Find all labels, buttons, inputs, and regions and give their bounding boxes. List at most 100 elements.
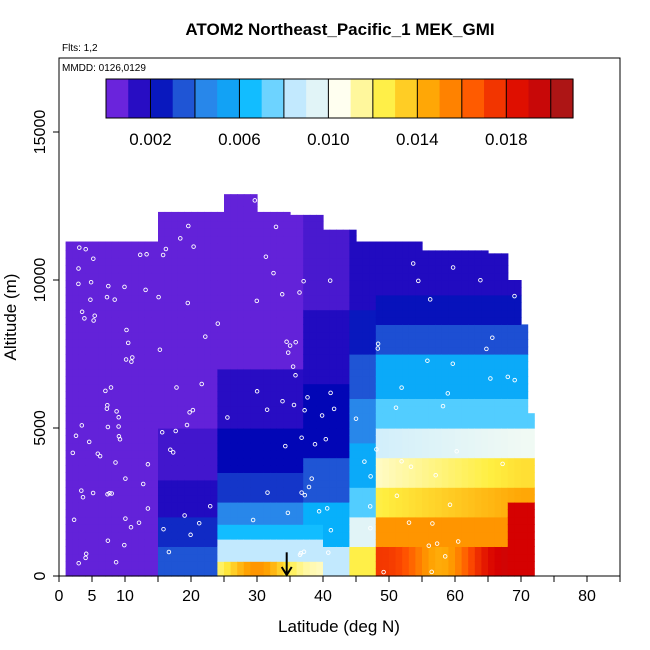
heat-cell <box>283 213 291 222</box>
heat-cell <box>382 287 390 296</box>
heat-cell <box>184 450 192 459</box>
heat-cell <box>296 516 304 525</box>
heat-cell <box>224 243 232 251</box>
flight-point <box>301 278 306 284</box>
heat-cell <box>85 450 93 459</box>
heat-cell <box>283 524 291 533</box>
heat-cell <box>422 398 430 407</box>
heat-cell <box>177 502 185 510</box>
flight-point <box>70 450 76 456</box>
heat-cell <box>290 250 298 259</box>
heat-cell <box>131 317 139 325</box>
heat-cell <box>197 516 205 525</box>
heat-cell <box>105 428 113 436</box>
heat-cell <box>72 546 80 555</box>
heat-cell <box>408 509 416 518</box>
heat-cell <box>408 465 416 473</box>
heat-cell <box>276 442 284 451</box>
heat-cell <box>455 561 463 570</box>
heat-cell <box>118 272 126 281</box>
heat-cell <box>118 250 126 259</box>
heat-cell <box>125 324 133 333</box>
flight-point <box>312 441 318 447</box>
flight-point <box>254 389 260 394</box>
heat-cell <box>408 361 416 370</box>
heat-cell <box>494 420 502 429</box>
heat-cell <box>78 524 86 533</box>
heat-cell <box>290 516 298 525</box>
heat-cell <box>461 272 469 281</box>
heat-cell <box>428 531 436 540</box>
heat-cell <box>448 442 456 451</box>
heat-cell <box>276 220 284 229</box>
heat-cell <box>171 531 179 540</box>
heat-cell <box>395 465 403 473</box>
heat-cell <box>527 413 535 422</box>
heat-cell <box>191 568 199 577</box>
heat-cell <box>474 354 482 362</box>
heat-cell <box>428 487 436 496</box>
heat-cell <box>455 472 463 481</box>
heat-cell <box>171 516 179 525</box>
heat-cell <box>303 420 311 429</box>
heat-cell <box>177 494 185 503</box>
heat-cell <box>204 376 212 385</box>
heat-cell <box>415 546 423 555</box>
heat-cell <box>356 502 364 510</box>
heat-cell <box>309 450 317 459</box>
heat-cell <box>422 435 430 444</box>
heat-cell <box>125 280 133 288</box>
heat-cell <box>257 428 265 436</box>
heat-cell <box>243 361 251 370</box>
flight-point <box>416 278 421 284</box>
heat-cell <box>455 502 463 510</box>
heat-cell <box>197 361 205 370</box>
heat-cell <box>501 450 509 459</box>
heat-cell <box>375 405 383 414</box>
heat-cell <box>336 487 344 496</box>
heat-cell <box>395 265 403 274</box>
heat-cell <box>204 398 212 407</box>
heat-cell <box>191 235 199 244</box>
heat-cell <box>323 502 331 510</box>
heat-cell <box>369 241 377 244</box>
heat-cell <box>257 287 265 296</box>
heat-cell <box>85 442 93 451</box>
heat-cell <box>303 502 311 510</box>
heat-cell <box>481 383 489 392</box>
heat-cell <box>184 524 192 533</box>
heat-cell <box>402 413 410 422</box>
heat-cell <box>389 309 397 318</box>
heat-cell <box>98 465 106 473</box>
heat-cell <box>448 561 456 570</box>
heat-cell <box>501 413 509 422</box>
heat-cell <box>303 398 311 407</box>
heat-cell <box>382 413 390 422</box>
heat-cell <box>448 324 456 333</box>
heat-cell <box>65 361 73 370</box>
heat-cell <box>131 324 139 333</box>
heat-cell <box>131 561 139 570</box>
heat-cell <box>151 354 159 362</box>
heat-cell <box>435 309 443 318</box>
heat-cell <box>118 257 126 266</box>
heat-cell <box>290 243 298 251</box>
heat-cell <box>204 361 212 370</box>
heat-cell <box>316 354 324 362</box>
heat-cell <box>461 546 469 555</box>
heat-cell <box>296 235 304 244</box>
flight-point <box>125 340 131 346</box>
heat-cell <box>356 331 364 340</box>
heat-cell <box>448 391 456 399</box>
heat-cell <box>125 435 133 444</box>
heat-cell <box>144 450 152 459</box>
heat-cell <box>243 309 251 318</box>
heat-cell <box>144 413 152 422</box>
heat-cell <box>336 509 344 518</box>
heat-cell <box>65 561 73 570</box>
heat-cell <box>455 309 463 318</box>
heat-cell <box>138 241 146 244</box>
heat-cell <box>111 309 119 318</box>
flight-point <box>316 509 322 514</box>
heat-cell <box>118 294 126 303</box>
